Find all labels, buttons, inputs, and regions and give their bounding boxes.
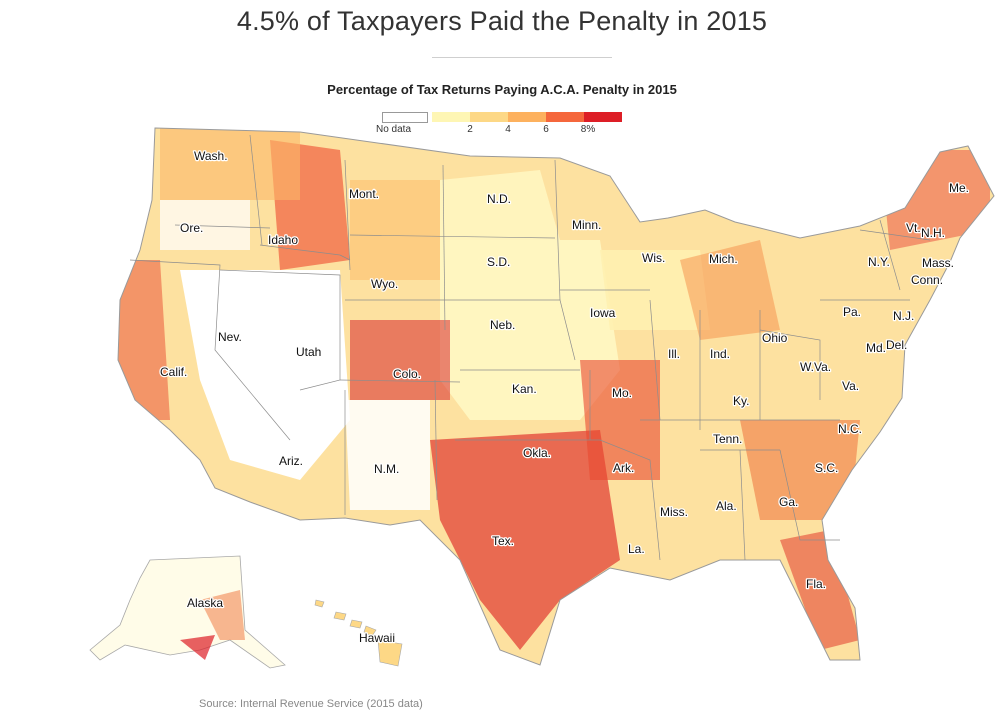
state-labels: Wash. Ore. Idaho Mont. N.D. Minn. Wis. M… [159, 148, 971, 647]
state-label-mo: Mo. [612, 386, 632, 400]
state-label-del: Del. [886, 338, 907, 352]
state-label-iowa: Iowa [590, 306, 616, 320]
state-label-wyo: Wyo. [371, 277, 398, 291]
state-label-vt: Vt. [906, 221, 921, 235]
state-label-okla: Okla. [523, 446, 551, 460]
source-note: Source: Internal Revenue Service (2015 d… [199, 698, 423, 710]
state-label-ariz: Ariz. [279, 454, 303, 468]
state-label-hawaii: Hawaii [359, 631, 395, 645]
state-label-tex: Tex. [492, 534, 514, 548]
legend-tick-8: 8% [580, 124, 596, 135]
state-label-ga: Ga. [779, 495, 798, 509]
state-label-calif: Calif. [160, 365, 187, 379]
state-label-tenn: Tenn. [713, 432, 742, 446]
headline: 4.5% of Taxpayers Paid the Penalty in 20… [236, 6, 768, 36]
map-title: Percentage of Tax Returns Paying A.C.A. … [327, 82, 677, 97]
state-label-sd: S.D. [487, 255, 510, 269]
legend-tick-2: 2 [467, 124, 473, 135]
legend-tick-4: 4 [505, 124, 511, 135]
state-label-nm: N.M. [374, 462, 399, 476]
state-label-conn: Conn. [911, 273, 943, 287]
legend-no-data-swatch [382, 112, 428, 123]
state-label-nh: N.H. [921, 226, 945, 240]
legend-swatch-3 [546, 112, 584, 122]
state-label-sc: S.C. [815, 461, 838, 475]
state-label-colo: Colo. [393, 367, 421, 381]
state-label-pa: Pa. [843, 305, 861, 319]
state-label-me: Me. [949, 181, 969, 195]
alaska [89, 555, 286, 669]
legend-swatch-4 [584, 112, 622, 122]
legend: No data 2 4 6 8% [376, 112, 636, 142]
state-label-utah: Utah [296, 345, 321, 359]
state-label-ark: Ark. [613, 461, 634, 475]
state-label-wash: Wash. [194, 149, 228, 163]
legend-no-data-label: No data [376, 124, 412, 135]
state-label-fla: Fla. [806, 577, 826, 591]
legend-tick-6: 6 [543, 124, 549, 135]
state-label-ill: Ill. [668, 347, 680, 361]
state-label-mont: Mont. [349, 187, 379, 201]
state-label-minn: Minn. [572, 218, 601, 232]
state-label-alaska: Alaska [187, 596, 223, 610]
legend-swatch-2 [508, 112, 546, 122]
state-label-nc: N.C. [838, 422, 862, 436]
state-label-kan: Kan. [512, 382, 537, 396]
state-label-la: La. [628, 542, 645, 556]
state-label-miss: Miss. [660, 505, 688, 519]
state-label-ore: Ore. [180, 221, 203, 235]
legend-swatch-0 [432, 112, 470, 122]
state-label-nd: N.D. [487, 192, 511, 206]
state-label-wis: Wis. [642, 251, 665, 265]
state-label-nj: N.J. [893, 309, 914, 323]
us-outline [117, 127, 995, 666]
hawaii [314, 599, 403, 667]
state-label-va: Va. [842, 379, 859, 393]
state-label-ny: N.Y. [868, 255, 890, 269]
state-label-md: Md. [866, 341, 886, 355]
state-borders [129, 134, 931, 561]
state-label-ohio: Ohio [762, 331, 788, 345]
state-label-ala: Ala. [716, 499, 737, 513]
legend-swatch-1 [470, 112, 508, 122]
state-label-ind: Ind. [710, 347, 730, 361]
state-label-mich: Mich. [709, 252, 738, 266]
state-label-neb: Neb. [490, 318, 515, 332]
headline-rule [432, 57, 612, 58]
state-label-idaho: Idaho [268, 233, 298, 247]
state-label-nev: Nev. [218, 330, 242, 344]
state-label-wva: W.Va. [800, 360, 831, 374]
state-label-ky: Ky. [733, 394, 749, 408]
state-label-mass: Mass. [922, 256, 954, 270]
